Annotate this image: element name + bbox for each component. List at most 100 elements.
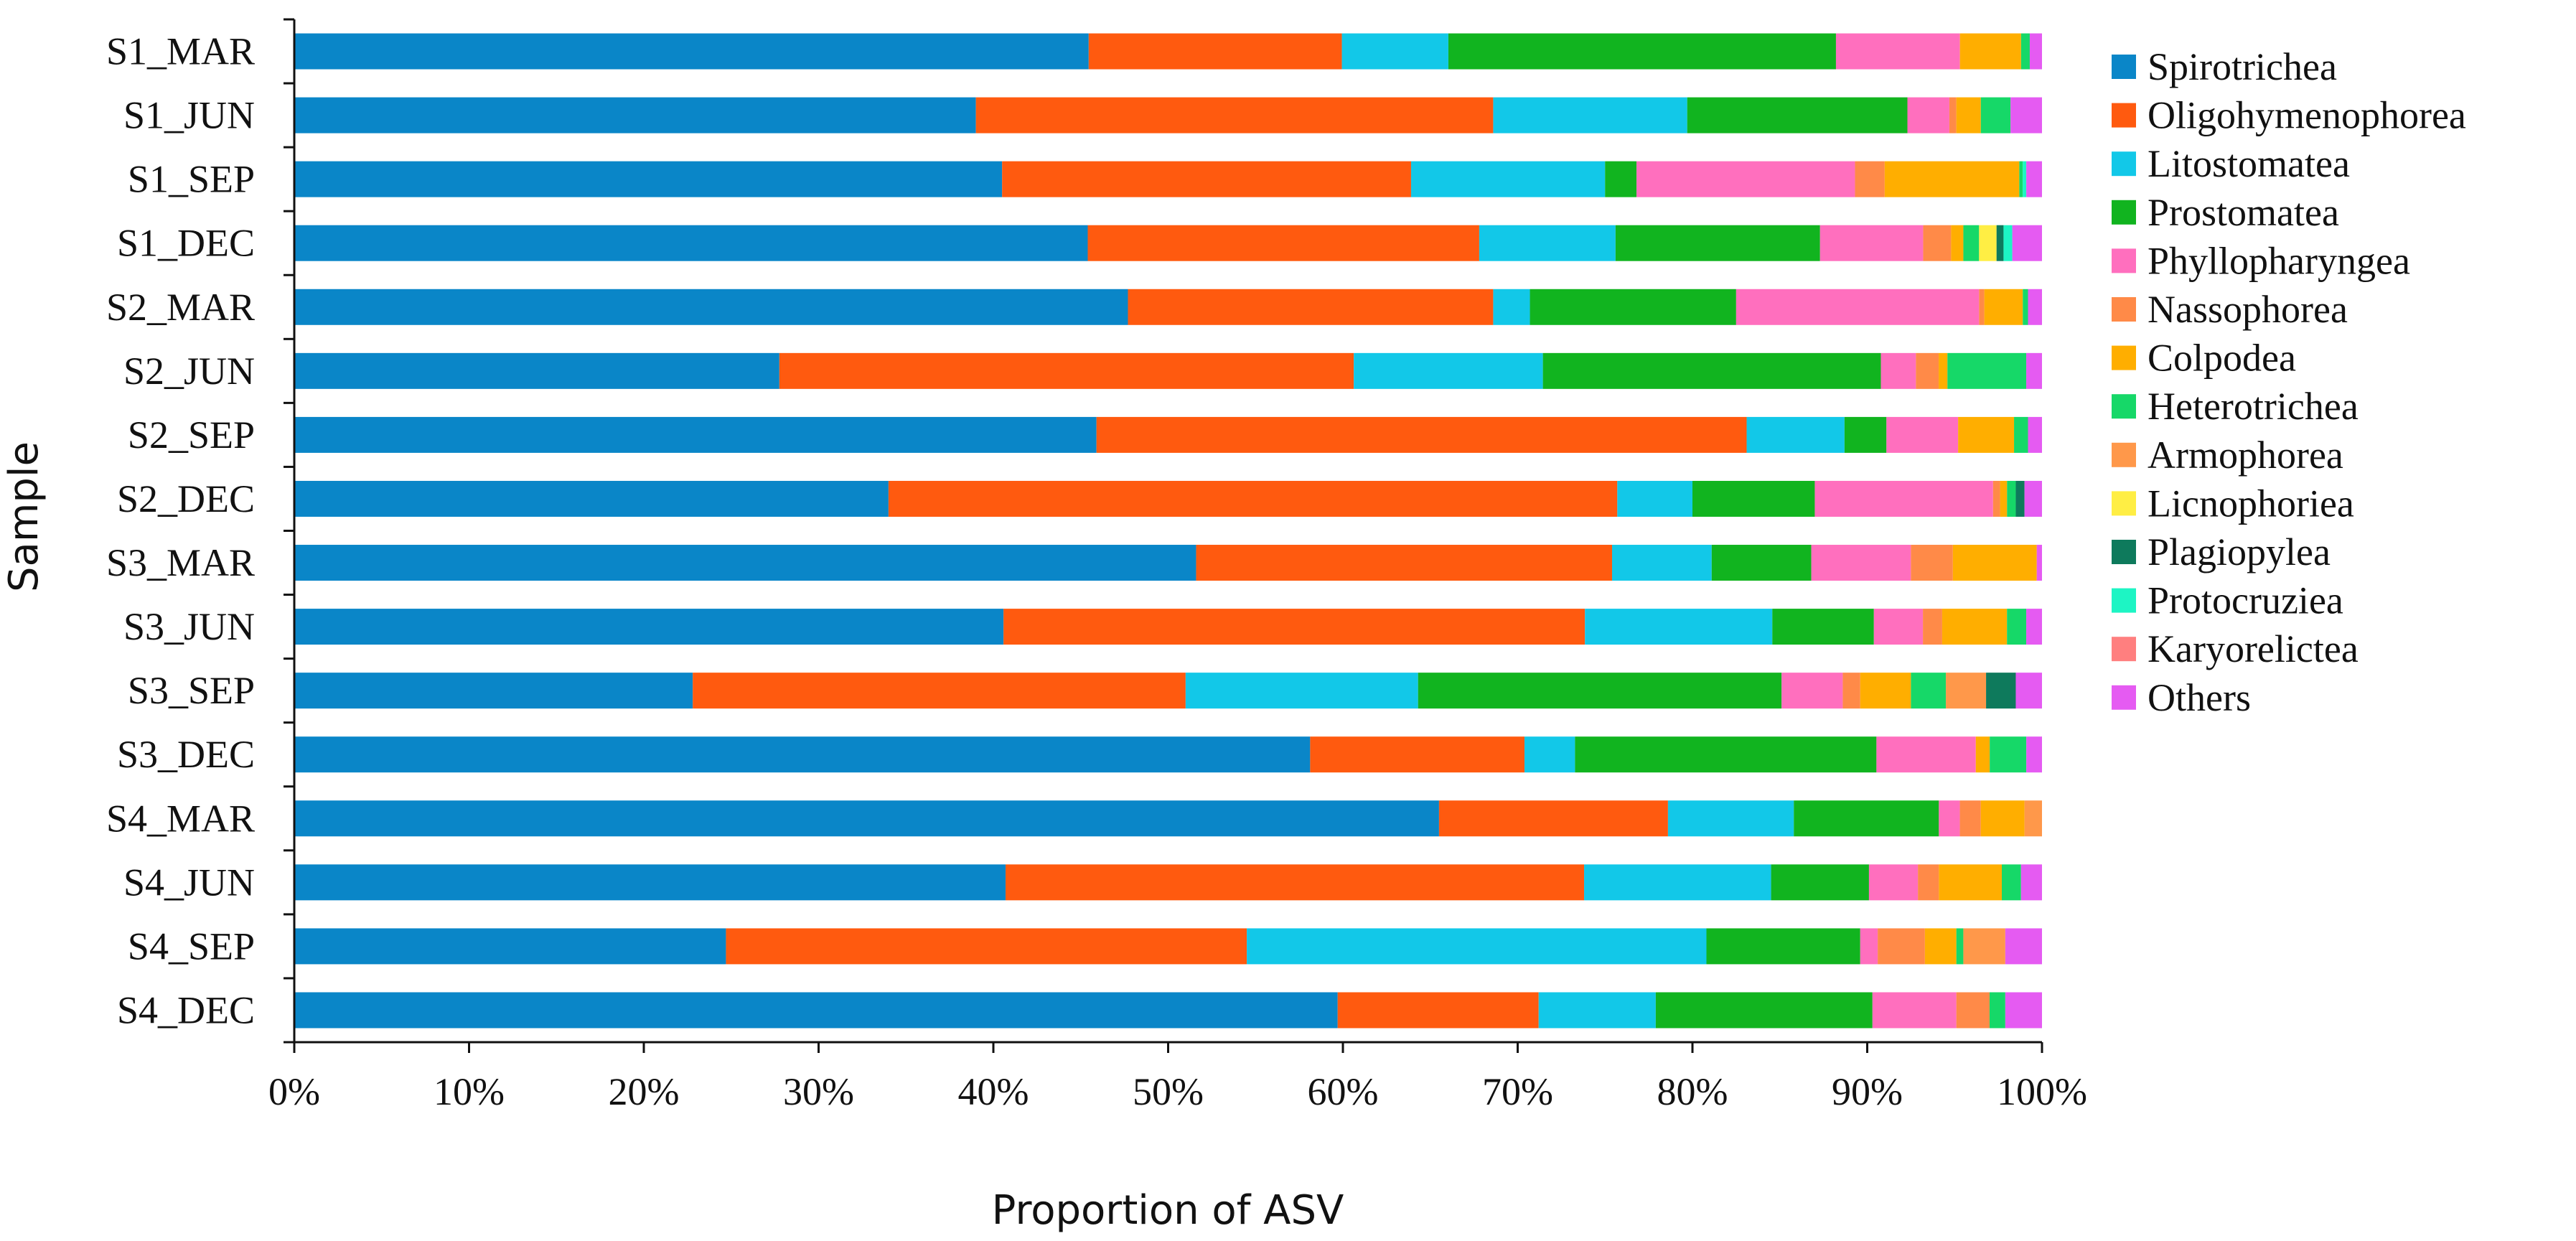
bar-segment-S1_DEC-protocruziea [2003,225,2013,261]
axes-layer [284,18,2043,1053]
bar-segment-S1_JUN-phyllopharyngea [1907,97,1949,134]
bar-segment-S3_MAR-phyllopharyngea [1811,545,1911,581]
bar-segment-S2_MAR-heterotrichea [2023,289,2028,325]
bar-segment-S2_MAR-nassophorea [1979,289,1985,325]
bar-segment-S2_SEP-colpodea [1958,416,2015,453]
bar-segment-S1_JUN-litostomatea [1493,97,1687,134]
bar-segment-S3_JUN-others [2026,609,2042,645]
bar-segment-S4_MAR-oligohymenophorea [1438,800,1668,837]
bar-segment-S3_JUN-heterotrichea [2007,609,2027,645]
bar-segment-S1_SEP-oligohymenophorea [1002,161,1411,197]
bar-segment-S2_DEC-nassophorea [1992,480,2000,517]
bar-segment-S1_SEP-phyllopharyngea [1636,161,1855,197]
bar-segment-S4_JUN-others [2020,864,2042,901]
bar-segment-S3_SEP-prostomatea [1418,673,1782,709]
bar-segment-S4_MAR-armophorea [2024,800,2042,837]
bar-segment-S4_SEP-nassophorea [1878,928,1925,965]
bar-segment-S1_SEP-prostomatea [1605,161,1637,197]
bar-segment-S1_MAR-others [2029,33,2042,70]
bar-segment-S3_MAR-nassophorea [1911,545,1953,581]
legend-label: Plagiopylea [2148,530,2331,573]
bar-segment-S2_SEP-phyllopharyngea [1886,416,1959,453]
bars-layer [294,33,2042,1029]
legend-label: Spirotrichea [2148,45,2337,88]
bar-segment-S4_SEP-oligohymenophorea [726,928,1247,965]
bar-segment-S3_MAR-spirotrichea [294,545,1196,581]
bar-segment-S2_MAR-spirotrichea [294,289,1128,325]
bar-segment-S3_SEP-plagiopylea [1986,673,2016,709]
bar-segment-S2_DEC-colpodea [2000,480,2008,517]
bar-segment-S3_JUN-nassophorea [1923,609,1942,645]
bar-segment-S4_DEC-spirotrichea [294,992,1338,1029]
legend-swatch-nassophorea [2112,297,2136,322]
bar-segment-S4_DEC-phyllopharyngea [1872,992,1957,1029]
bar-segment-S1_SEP-protocruziea [2023,161,2027,197]
bar-segment-S1_DEC-plagiopylea [1996,225,2004,261]
bar-segment-S3_SEP-others [2015,673,2042,709]
sample-label: S1_SEP [128,158,255,201]
legend-label: Others [2148,676,2251,719]
legend-label: Colpodea [2148,337,2296,380]
bar-segment-S1_MAR-colpodea [1959,33,2021,70]
bar-segment-S1_MAR-litostomatea [1341,33,1448,70]
bar-segment-S3_SEP-phyllopharyngea [1781,673,1843,709]
bar-segment-S2_DEC-plagiopylea [2015,480,2025,517]
bar-segment-S2_SEP-oligohymenophorea [1096,416,1747,453]
bar-segment-S4_SEP-armophorea [1963,928,2005,965]
bar-segment-S3_SEP-heterotrichea [1911,673,1947,709]
bar-segment-S2_MAR-others [2028,289,2042,325]
bar-segment-S1_DEC-colpodea [1951,225,1964,261]
bar-segment-S1_SEP-heterotrichea [2019,161,2023,197]
bar-segment-S3_DEC-spirotrichea [294,736,1311,773]
legend-label: Prostomatea [2148,191,2339,234]
bar-segment-S4_DEC-litostomatea [1538,992,1656,1029]
bar-segment-S3_DEC-colpodea [1975,736,1990,773]
bar-segment-S3_MAR-litostomatea [1611,545,1712,581]
legend-swatch-karyorelictea [2112,637,2136,662]
bar-segment-S2_SEP-litostomatea [1746,416,1845,453]
sample-label: S3_SEP [128,669,255,712]
bar-segment-S2_JUN-colpodea [1939,352,1948,389]
bar-segment-S4_SEP-others [2005,928,2042,965]
sample-label: S4_JUN [123,861,255,904]
bar-segment-S3_JUN-prostomatea [1772,609,1874,645]
bar-segment-S2_MAR-oligohymenophorea [1128,289,1494,325]
bar-segment-S4_JUN-spirotrichea [294,864,1006,901]
bar-segment-S3_SEP-oligohymenophorea [693,673,1186,709]
bar-segment-S1_JUN-prostomatea [1687,97,1908,134]
bar-segment-S4_SEP-prostomatea [1706,928,1860,965]
bar-segment-S3_DEC-heterotrichea [1990,736,2027,773]
bar-segment-S1_DEC-prostomatea [1615,225,1820,261]
legend-label: Licnophoriea [2148,482,2354,525]
bar-segment-S1_DEC-others [2012,225,2042,261]
bar-segment-S1_JUN-oligohymenophorea [975,97,1494,134]
bar-segment-S1_SEP-nassophorea [1855,161,1885,197]
legend-swatch-litostomatea [2112,151,2136,177]
bar-segment-S3_MAR-prostomatea [1711,545,1812,581]
bar-segment-S4_JUN-heterotrichea [2001,864,2021,901]
bar-segment-S3_MAR-oligohymenophorea [1196,545,1612,581]
x-tick-labels: 0% 10% 20% 30% 40% 50% 60% 70% 80% 90% 100% [268,1070,2087,1113]
bar-segment-S1_DEC-litostomatea [1479,225,1616,261]
bar-segment-S2_JUN-heterotrichea [1947,352,2027,389]
bar-segment-S4_MAR-phyllopharyngea [1939,800,1960,837]
sample-label: S2_JUN [123,350,255,393]
bar-segment-S2_SEP-prostomatea [1844,416,1887,453]
bar-segment-S2_JUN-phyllopharyngea [1881,352,1916,389]
legend-swatch-licnophoriea [2112,491,2136,516]
bar-segment-S2_MAR-colpodea [1984,289,2023,325]
x-tick-label: 100% [1997,1070,2087,1113]
sample-label: S4_DEC [117,988,255,1031]
sample-label: S1_MAR [106,30,255,73]
x-tick-label: 0% [268,1070,320,1113]
bar-segment-S4_MAR-prostomatea [1794,800,1939,837]
bar-segment-S3_JUN-colpodea [1942,609,2008,645]
bar-segment-S1_SEP-colpodea [1884,161,2020,197]
x-tick-label: 50% [1133,1070,1204,1113]
bar-segment-S3_MAR-others [2036,545,2042,581]
bar-segment-S2_DEC-oligohymenophorea [888,480,1618,517]
bar-segment-S2_MAR-phyllopharyngea [1736,289,1980,325]
x-tick-label: 90% [1832,1070,1903,1113]
bar-segment-S2_JUN-litostomatea [1354,352,1543,389]
bar-segment-S1_JUN-spirotrichea [294,97,976,134]
